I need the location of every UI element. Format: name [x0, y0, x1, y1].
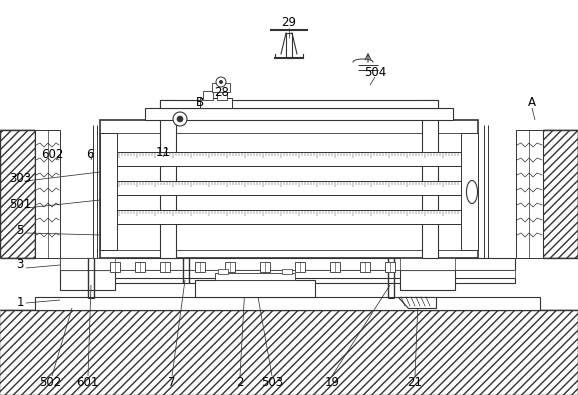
Bar: [461, 133, 478, 250]
Text: 502: 502: [39, 376, 61, 389]
Text: 29: 29: [281, 15, 297, 28]
Bar: [117, 181, 461, 195]
Text: 21: 21: [407, 376, 423, 389]
Text: 504: 504: [364, 66, 386, 79]
Bar: [35, 297, 540, 310]
Text: 7: 7: [168, 376, 176, 389]
Polygon shape: [398, 297, 436, 308]
Text: 11: 11: [155, 145, 171, 158]
Bar: [260, 262, 270, 272]
Text: 2: 2: [236, 376, 244, 389]
Bar: [422, 100, 438, 258]
Bar: [60, 258, 515, 270]
Bar: [282, 269, 292, 274]
Text: 6: 6: [86, 149, 94, 162]
Bar: [215, 273, 295, 280]
Bar: [117, 210, 461, 224]
Bar: [145, 108, 453, 120]
Bar: [360, 262, 370, 272]
Bar: [200, 98, 232, 108]
Text: 5: 5: [16, 224, 24, 237]
Bar: [203, 91, 213, 100]
Ellipse shape: [466, 181, 477, 203]
Bar: [218, 269, 228, 274]
Bar: [60, 270, 515, 278]
Bar: [225, 262, 235, 272]
Bar: [295, 262, 305, 272]
Text: 19: 19: [324, 376, 339, 389]
Bar: [160, 100, 438, 108]
Bar: [330, 262, 340, 272]
Text: 3: 3: [16, 258, 24, 271]
Circle shape: [219, 80, 223, 84]
Bar: [35, 130, 60, 258]
Text: 501: 501: [9, 199, 31, 211]
Bar: [212, 83, 230, 92]
Text: 28: 28: [214, 85, 229, 98]
Bar: [160, 262, 170, 272]
Text: A: A: [528, 96, 536, 109]
Bar: [516, 130, 543, 258]
Text: 602: 602: [41, 149, 63, 162]
Bar: [117, 152, 461, 166]
Bar: [0, 310, 578, 395]
Bar: [110, 262, 120, 272]
Bar: [0, 130, 35, 258]
Bar: [543, 130, 578, 258]
Bar: [135, 262, 145, 272]
Bar: [400, 258, 455, 270]
Circle shape: [216, 77, 226, 87]
Bar: [385, 262, 395, 272]
Text: B: B: [196, 96, 204, 109]
Bar: [195, 280, 315, 297]
Circle shape: [177, 116, 183, 122]
Bar: [60, 270, 115, 290]
Bar: [60, 258, 115, 270]
Bar: [60, 278, 515, 283]
Bar: [160, 100, 176, 258]
Text: 503: 503: [261, 376, 283, 389]
Bar: [100, 133, 117, 250]
Text: 1: 1: [16, 297, 24, 310]
Circle shape: [173, 112, 187, 126]
Text: 303: 303: [9, 171, 31, 184]
Bar: [195, 262, 205, 272]
Bar: [217, 91, 227, 100]
Bar: [400, 270, 455, 290]
Text: 601: 601: [76, 376, 98, 389]
Bar: [100, 120, 478, 258]
